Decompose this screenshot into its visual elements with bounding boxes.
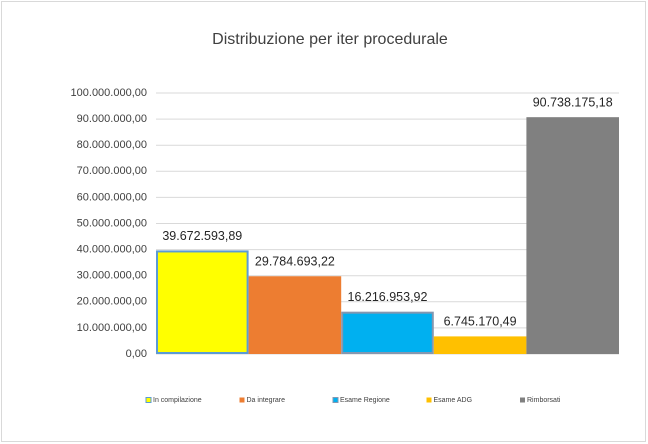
data-label: 29.784.693,22 (255, 255, 335, 269)
y-tick-label: 100.000.000,00 (71, 87, 147, 99)
data-label: 90.738.175,18 (533, 95, 613, 109)
legend-swatch (426, 397, 432, 403)
bar (526, 117, 619, 354)
data-label: 39.672.593,89 (162, 229, 242, 243)
legend-swatch (239, 397, 245, 403)
y-tick-label: 0,00 (126, 348, 147, 360)
data-label: 6.745.170,49 (444, 315, 517, 329)
legend-label: Rimborsati (527, 397, 561, 404)
chart-title: Distribuzione per iter procedurale (212, 31, 448, 48)
data-label: 16.216.953,92 (348, 290, 428, 304)
y-tick-label: 30.000.000,00 (77, 270, 147, 282)
legend-label: Esame ADG (434, 397, 473, 404)
y-tick-label: 50.000.000,00 (77, 217, 147, 229)
bar (156, 250, 249, 354)
y-tick-label: 40.000.000,00 (77, 244, 147, 256)
y-tick-label: 60.000.000,00 (77, 191, 147, 203)
legend-swatch (520, 397, 525, 403)
legend-swatch (332, 397, 339, 403)
y-tick-label: 80.000.000,00 (77, 139, 147, 151)
legend-label: In compilazione (153, 397, 202, 404)
legend-label: Da integrare (247, 397, 286, 404)
y-tick-label: 10.000.000,00 (77, 322, 147, 334)
legend-swatch (145, 397, 152, 403)
bar (248, 276, 342, 354)
bar (433, 336, 527, 354)
y-tick-label: 90.000.000,00 (77, 113, 147, 125)
legend-label: Esame Regione (340, 397, 390, 404)
bar (341, 311, 434, 354)
y-tick-label: 70.000.000,00 (77, 165, 147, 177)
y-tick-label: 20.000.000,00 (77, 296, 147, 308)
